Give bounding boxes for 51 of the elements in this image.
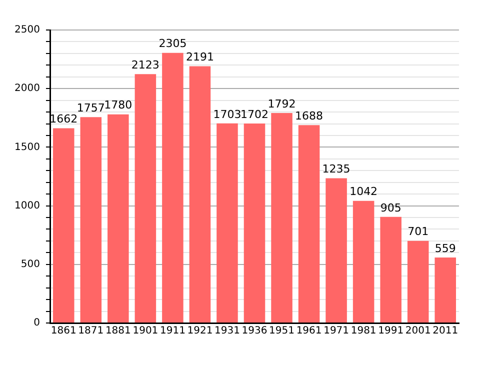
x-tick-label: 2011 bbox=[432, 326, 458, 337]
data-label: 1780 bbox=[104, 98, 132, 112]
bar bbox=[326, 178, 347, 322]
bar bbox=[380, 216, 402, 322]
bar bbox=[298, 125, 320, 322]
bar bbox=[162, 52, 184, 322]
bar bbox=[189, 66, 211, 322]
x-tick-label: 1981 bbox=[350, 326, 376, 337]
x-tick-label: 1991 bbox=[378, 326, 404, 337]
y-tick-label: 2000 bbox=[14, 83, 40, 94]
x-tick-label: 1861 bbox=[50, 326, 76, 337]
y-tick-label: 0 bbox=[34, 318, 40, 329]
x-tick-label: 1971 bbox=[324, 326, 350, 337]
data-label: 1662 bbox=[50, 112, 78, 126]
x-tick-label: 1901 bbox=[132, 326, 158, 337]
data-label: 1702 bbox=[240, 108, 268, 121]
data-label: 1235 bbox=[322, 162, 350, 176]
bar bbox=[80, 117, 102, 322]
x-tick-label: 1951 bbox=[269, 326, 294, 337]
y-tick-label: 1500 bbox=[14, 142, 40, 153]
bar bbox=[434, 257, 456, 322]
bar bbox=[244, 124, 266, 322]
y-tick-label: 500 bbox=[20, 258, 40, 270]
bar bbox=[134, 74, 156, 322]
data-label: 1688 bbox=[295, 110, 324, 123]
data-label: 559 bbox=[434, 242, 456, 255]
data-label: 2191 bbox=[186, 50, 214, 64]
x-tick-label: 1931 bbox=[214, 326, 240, 337]
data-label: 1042 bbox=[350, 185, 378, 198]
data-label: 2123 bbox=[131, 58, 160, 72]
x-tick-label: 1881 bbox=[105, 326, 131, 337]
x-tick-label: 1936 bbox=[242, 326, 268, 337]
bar bbox=[352, 200, 374, 322]
data-label: 1757 bbox=[76, 101, 105, 114]
data-label: 905 bbox=[380, 201, 402, 214]
data-label: 2305 bbox=[158, 37, 187, 50]
y-tick-label: 1000 bbox=[14, 200, 40, 212]
bar bbox=[53, 128, 74, 322]
bar bbox=[407, 240, 429, 322]
x-tick-label: 1911 bbox=[160, 326, 186, 337]
x-tick-label: 1871 bbox=[78, 326, 104, 337]
x-tick-label: 2001 bbox=[405, 326, 431, 337]
data-label: 1703 bbox=[213, 108, 242, 121]
data-label: 701 bbox=[408, 225, 429, 238]
data-label: 1792 bbox=[268, 97, 296, 110]
bar bbox=[216, 123, 238, 322]
bar bbox=[271, 112, 292, 322]
x-tick-label: 1961 bbox=[296, 326, 322, 337]
y-tick-label: 2500 bbox=[14, 24, 40, 36]
bar bbox=[108, 114, 129, 322]
x-tick-label: 1921 bbox=[187, 326, 213, 337]
